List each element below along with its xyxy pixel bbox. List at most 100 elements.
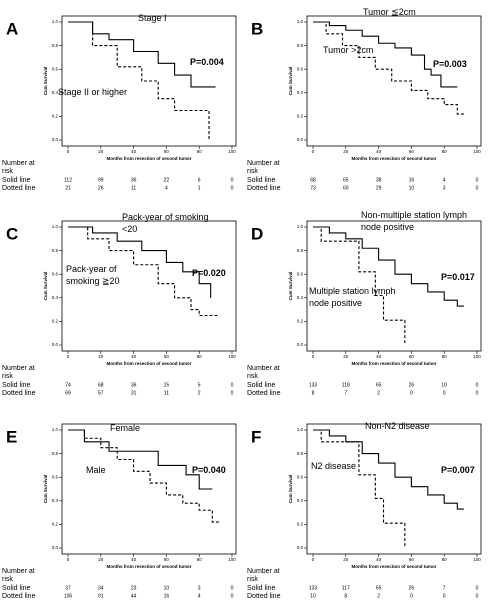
risk-count: 36 (131, 382, 137, 388)
annotation: P=0.004 (190, 57, 224, 67)
panel-letter: F (251, 427, 261, 446)
y-tick-label: 0.2 (52, 522, 59, 527)
y-tick-label: 1.0 (52, 224, 59, 229)
annotation: Stage II or higher (58, 87, 128, 97)
risk-count: 11 (131, 185, 136, 191)
risk-count: 23 (131, 585, 137, 591)
risk-count: 31 (131, 390, 137, 396)
y-tick-label: 0.4 (52, 90, 59, 95)
risk-count: 2 (377, 390, 380, 396)
annotation: Stage I (138, 13, 167, 23)
panel-letter: D (251, 224, 263, 243)
risk-count: 0 (476, 382, 479, 388)
risk-count: 7 (344, 390, 347, 396)
plot-frame (61, 220, 237, 352)
risk-title-box: Number at risk (247, 365, 280, 380)
risk-title-box: Number at risk (247, 160, 280, 175)
risk-count: 10 (310, 593, 316, 599)
risk-count: 0 (476, 585, 479, 591)
risk-count: 7 (443, 585, 446, 591)
y-tick-label: 0.0 (52, 137, 59, 142)
x-tick-label: 0 (67, 557, 70, 562)
x-tick-label: 80 (442, 557, 448, 562)
panel-letter: A (6, 19, 18, 38)
x-axis-label: Months from resection of second tumor (351, 564, 436, 569)
x-tick-label: 60 (164, 149, 170, 154)
annotation: Tumor >2cm (323, 45, 374, 55)
y-axis-label: Cum Survival (43, 272, 48, 301)
survival-curve (313, 21, 464, 115)
annotation: Multiple station lymph node positive (309, 286, 396, 308)
y-axis-label: Cum Survival (43, 67, 48, 96)
x-axis-label: Months from resection of second tumor (351, 156, 436, 161)
plot-frame (306, 15, 482, 147)
y-tick-label: 1.0 (52, 427, 59, 432)
y-tick-label: 0.2 (52, 114, 59, 119)
x-tick-label: 60 (164, 557, 170, 562)
y-tick-label: 1.0 (297, 19, 304, 24)
annotation: N2 disease (311, 461, 357, 471)
risk-count: 65 (376, 585, 382, 591)
risk-row-label: Dotted line (247, 390, 281, 397)
plot-frame (306, 423, 482, 555)
risk-table-title: Number at risk (247, 568, 280, 583)
risk-count: 11 (164, 390, 169, 396)
risk-count: 68 (98, 382, 104, 388)
risk-row-label: Dotted line (2, 593, 36, 600)
risk-table-title: Number at risk (2, 160, 35, 175)
risk-count: 22 (164, 177, 170, 183)
survival-curve (68, 21, 210, 140)
annotation: P=0.003 (433, 59, 467, 69)
risk-count: 4 (165, 185, 168, 191)
risk-count: 69 (65, 390, 71, 396)
survival-curve (68, 226, 212, 298)
risk-count: 6 (198, 177, 201, 183)
annotation-box: Female (110, 423, 140, 433)
y-tick-label: 0.6 (297, 474, 304, 479)
risk-count: 15 (164, 382, 170, 388)
y-tick-label: 0.0 (52, 342, 59, 347)
risk-count: 0 (231, 593, 234, 599)
risk-row-label: Solid line (247, 177, 276, 184)
x-tick-label: 100 (228, 149, 236, 154)
risk-count: 60 (343, 185, 349, 191)
x-tick-label: 40 (376, 149, 382, 154)
risk-count: 99 (98, 177, 104, 183)
x-tick-label: 100 (228, 557, 236, 562)
y-tick-label: 0.0 (297, 545, 304, 550)
risk-row-label: Dotted line (247, 185, 281, 192)
annotation-box: Tumor ≦2cm (363, 7, 416, 17)
x-tick-label: 20 (343, 354, 349, 359)
x-tick-label: 80 (197, 149, 203, 154)
x-tick-label: 100 (228, 354, 236, 359)
risk-row-label: Solid line (2, 177, 31, 184)
annotation: P=0.020 (192, 268, 226, 278)
y-tick-label: 0.6 (52, 66, 59, 71)
x-tick-label: 40 (131, 149, 137, 154)
x-tick-label: 80 (197, 557, 203, 562)
survival-curve (68, 21, 216, 88)
annotation-box: Tumor >2cm (323, 45, 374, 55)
y-tick-label: 0.6 (52, 271, 59, 276)
risk-count: 3 (198, 585, 201, 591)
survival-curve (68, 429, 213, 490)
plot-frame (61, 15, 237, 147)
risk-count: 65 (343, 177, 349, 183)
risk-title-box: Number at risk (2, 568, 35, 583)
y-tick-label: 1.0 (297, 224, 304, 229)
annotation-box: P=0.040 (192, 465, 226, 475)
y-tick-label: 0.2 (297, 114, 304, 119)
y-tick-label: 1.0 (297, 427, 304, 432)
x-tick-label: 0 (312, 354, 315, 359)
risk-count: 44 (131, 593, 137, 599)
survival-curve (68, 226, 219, 317)
risk-row-label: Solid line (2, 585, 31, 592)
y-axis-label: Cum Survival (43, 475, 48, 504)
annotation: Tumor ≦2cm (363, 7, 416, 17)
annotation-box: Pack-year of smoking ≧20 (66, 264, 120, 286)
risk-table-title: Number at risk (247, 160, 280, 175)
